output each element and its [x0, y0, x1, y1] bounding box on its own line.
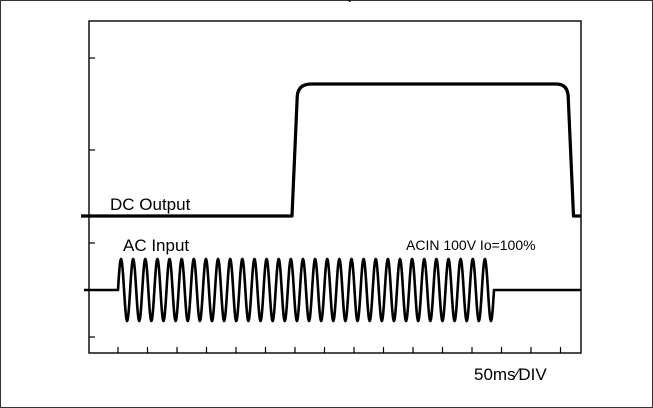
partial-title-text: ( [345, 0, 351, 2]
ac-input-label: AC Input [123, 236, 189, 255]
dc-output-trace [81, 82, 581, 218]
dc-output-label: DC Output [110, 195, 191, 214]
y-axis-ticks [89, 57, 95, 338]
ac-input-trace [84, 257, 581, 323]
plot-frame [88, 20, 582, 354]
condition-label: ACIN 100V Io=100% [406, 237, 536, 253]
x-axis-ticks [117, 347, 562, 353]
time-per-div-label: 50ms∕DIV [474, 365, 547, 384]
